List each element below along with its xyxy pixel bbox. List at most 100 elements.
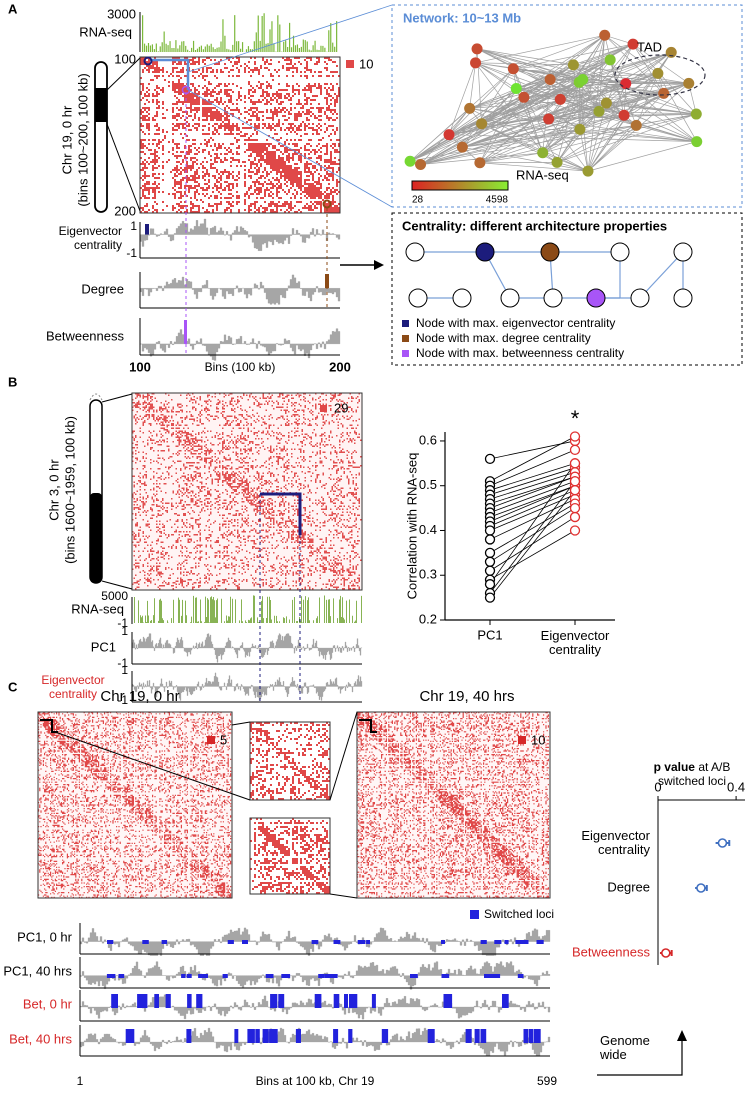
network-node bbox=[652, 67, 664, 79]
network-node bbox=[476, 118, 488, 130]
network-box bbox=[391, 4, 743, 208]
axis-label: -1 bbox=[126, 246, 137, 260]
point bbox=[484, 565, 496, 576]
track-highlight bbox=[145, 224, 149, 235]
point bbox=[569, 502, 581, 514]
network-node bbox=[658, 87, 670, 99]
track-label: Eigenvector centrality bbox=[41, 673, 105, 701]
zoom-line bbox=[187, 89, 393, 208]
pair-line bbox=[489, 485, 576, 518]
axis-title: Bins at 100 kb, Chr 19 bbox=[256, 1074, 375, 1088]
graph-node bbox=[543, 288, 563, 308]
category-label: Eigenvector centrality bbox=[581, 828, 650, 857]
legend-swatch bbox=[402, 335, 409, 342]
graph-node bbox=[405, 242, 425, 262]
pair-line bbox=[489, 467, 576, 496]
network-node bbox=[415, 158, 427, 170]
pair-line bbox=[489, 480, 576, 513]
legend-text: Switched loci bbox=[484, 907, 554, 921]
network-node bbox=[618, 109, 630, 121]
point bbox=[569, 444, 581, 456]
point bbox=[661, 948, 671, 958]
legend-swatch bbox=[470, 910, 479, 919]
track-label: PC1 bbox=[91, 639, 116, 654]
network-node bbox=[574, 123, 586, 135]
legend-swatch bbox=[207, 736, 215, 744]
panel-label: A bbox=[8, 1, 18, 16]
pair-line bbox=[489, 494, 576, 531]
heatmap-frame bbox=[37, 711, 233, 899]
network-node bbox=[577, 73, 589, 85]
heatmap-cells bbox=[38, 712, 232, 898]
colorbar-tick: 4598 bbox=[486, 195, 509, 206]
network-node bbox=[582, 165, 594, 177]
track-label: RNA-seq bbox=[71, 601, 124, 616]
point bbox=[484, 592, 496, 603]
point bbox=[569, 476, 581, 487]
marker bbox=[322, 199, 332, 209]
genome-wide-axis bbox=[597, 1040, 683, 1076]
switched-loci bbox=[111, 994, 509, 1008]
marker bbox=[143, 56, 153, 66]
pair-line bbox=[489, 462, 576, 491]
connector bbox=[106, 123, 141, 212]
chromosome-cap bbox=[89, 393, 103, 401]
graph-node bbox=[452, 288, 472, 308]
map-title: Chr 19, 40 hrs bbox=[419, 688, 514, 705]
point bbox=[569, 458, 581, 469]
network-node bbox=[471, 43, 483, 55]
graph-node bbox=[673, 288, 693, 308]
arrowhead bbox=[677, 1030, 687, 1041]
legend-swatch bbox=[320, 405, 327, 412]
centrality-box bbox=[391, 212, 743, 366]
panel-label: B bbox=[8, 374, 17, 389]
point bbox=[484, 525, 496, 536]
rna-seq-bars bbox=[134, 595, 362, 623]
y-axis-title: Correlation with RNA-seq bbox=[404, 453, 419, 600]
network-node bbox=[551, 156, 563, 168]
pair-line bbox=[489, 436, 576, 482]
legend-text: 5 bbox=[220, 732, 227, 747]
axis-label: 1 bbox=[77, 1074, 84, 1088]
arrowhead bbox=[374, 260, 384, 270]
network-node bbox=[470, 57, 482, 69]
track-label: Bet, 0 hr bbox=[23, 996, 73, 1011]
network-node bbox=[518, 91, 530, 103]
tad-outline bbox=[614, 54, 706, 96]
axis-label: 599 bbox=[537, 1074, 557, 1088]
chart-title-bold: p value bbox=[653, 760, 695, 774]
track-label: Eigenvector centrality bbox=[58, 224, 122, 252]
y-tick-label: 0.5 bbox=[419, 477, 437, 492]
box-title: Network: 10~13 Mb bbox=[403, 10, 521, 25]
switched-loci bbox=[106, 974, 524, 978]
heatmap-frame bbox=[139, 56, 341, 214]
track-label: Bet, 40 hrs bbox=[9, 1031, 72, 1046]
axis-label: 1 bbox=[121, 663, 128, 677]
x-tick-label: PC1 bbox=[477, 627, 502, 642]
chromosome bbox=[94, 61, 108, 213]
significance: * bbox=[571, 406, 580, 431]
graph-node bbox=[610, 242, 630, 262]
vertical-label: Chr 19, 0 hr bbox=[59, 105, 74, 174]
point bbox=[484, 556, 496, 567]
point bbox=[484, 547, 496, 559]
point bbox=[569, 511, 581, 523]
axis-label: 100 bbox=[129, 359, 151, 374]
track-label: Degree bbox=[81, 281, 124, 296]
pair-line bbox=[489, 503, 576, 554]
box-title: Centrality: different architecture prope… bbox=[402, 218, 667, 233]
track-label: Betweenness bbox=[46, 328, 125, 343]
point bbox=[696, 883, 706, 893]
point bbox=[484, 579, 496, 590]
pair-line bbox=[489, 476, 576, 505]
pair-line bbox=[489, 476, 576, 509]
network-node bbox=[665, 46, 677, 58]
track-bars bbox=[139, 218, 341, 251]
pair-line bbox=[489, 498, 576, 540]
track-bars bbox=[139, 328, 341, 361]
legend-swatch bbox=[346, 60, 354, 68]
connector bbox=[231, 721, 251, 726]
network-node bbox=[620, 78, 632, 90]
